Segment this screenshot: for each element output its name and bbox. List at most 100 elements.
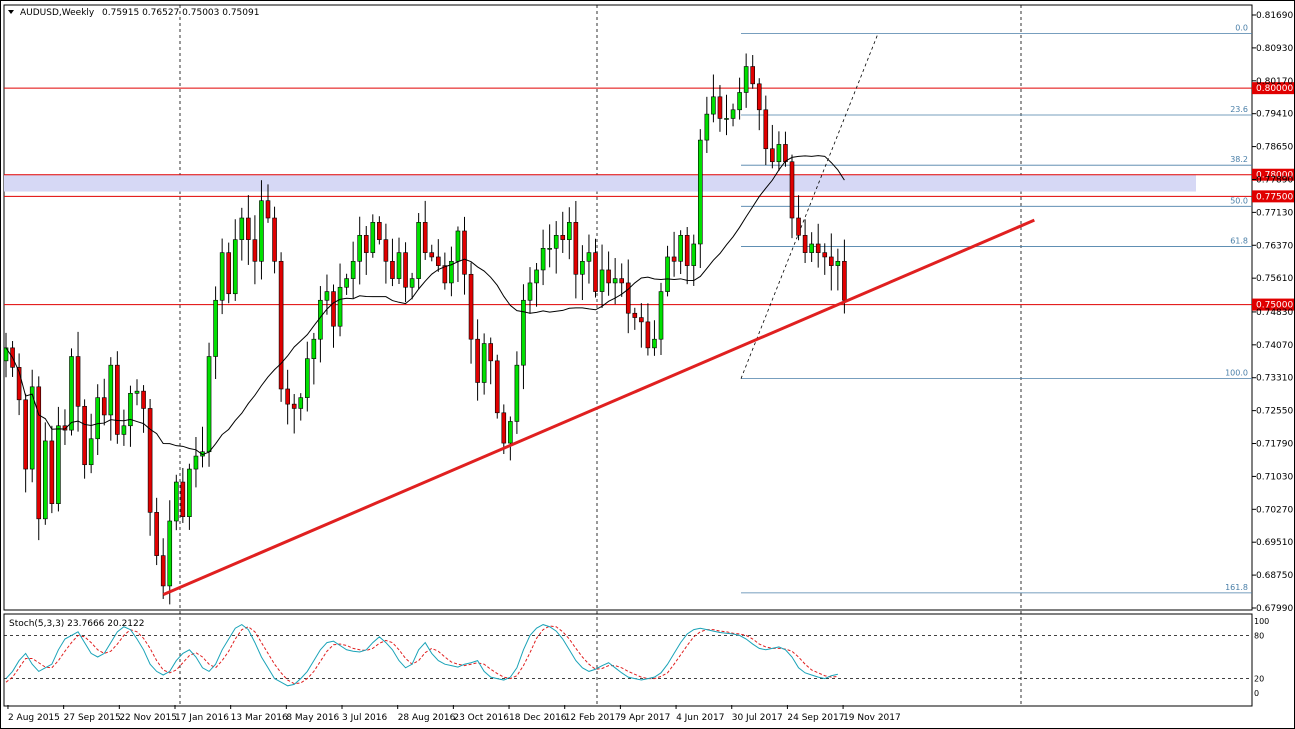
stoch-plot-border (3, 613, 1253, 707)
stoch-title: Stoch(5,3,3) 23.7666 20.2122 (9, 619, 144, 629)
vertical-grid-lines (179, 5, 1022, 706)
candle-bull (134, 390, 140, 394)
candle-bull (514, 364, 520, 422)
candle-bear (141, 390, 146, 409)
candle-bull (213, 299, 218, 357)
candle-bear (619, 278, 625, 284)
candle-bear (501, 412, 507, 444)
candle-bear (796, 217, 801, 236)
candle-bull (776, 144, 782, 163)
ohlc-values: 0.75915 0.76527 0.75003 0.75091 (102, 8, 259, 18)
y-tick-label: 0.67990 (1256, 604, 1293, 614)
candle-bull (219, 252, 225, 301)
fib-label: 50.0 (1230, 196, 1248, 205)
candle-bull (88, 438, 94, 466)
level-label: 0.77500 (1256, 192, 1293, 202)
stoch-signal-line (5, 625, 838, 685)
candle-bear (291, 403, 297, 409)
menu-triangle-icon[interactable] (8, 10, 14, 14)
candle-bear (62, 425, 68, 431)
candle-bull (534, 269, 539, 284)
y-tick-label: 0.75610 (1256, 274, 1293, 284)
x-tick-label: 28 Aug 2016 (398, 713, 456, 723)
candle-bull (481, 343, 487, 383)
candle-bear (75, 356, 81, 407)
candle-bear (403, 252, 408, 288)
candle-bear (756, 83, 762, 111)
candle-bear (606, 269, 611, 284)
stoch-level-label: 0 (1254, 689, 1259, 698)
candle-bull (809, 243, 814, 253)
x-tick-label: 12 Feb 2017 (565, 713, 621, 723)
candle-bear (390, 260, 395, 279)
x-tick-label: 3 Jul 2016 (342, 713, 387, 723)
y-tick-label: 0.80170 (1256, 77, 1293, 87)
x-tick-label: 22 Nov 2015 (119, 713, 177, 723)
x-tick-label: 23 Oct 2016 (453, 713, 509, 723)
candle-bull (298, 397, 304, 409)
candle-bull (167, 520, 173, 587)
candle-bear (278, 260, 284, 390)
y-tick-label: 0.68750 (1256, 571, 1293, 581)
candle-bull (449, 260, 454, 284)
candle-bear (750, 66, 756, 85)
stochastic-plot (3, 613, 1253, 707)
candle-bull (586, 252, 592, 262)
candle-bear (265, 200, 271, 219)
x-tick-label: 27 Sep 2015 (64, 713, 121, 723)
candle-bull (324, 291, 330, 301)
candle-bear (154, 512, 159, 556)
fib-label: 23.6 (1230, 105, 1248, 114)
y-tick-label: 0.74070 (1256, 341, 1293, 351)
candle-bull (42, 440, 48, 520)
candle-bear (789, 161, 795, 219)
candle-bear (252, 239, 258, 262)
ma-line (5, 155, 845, 456)
x-tick-label: 18 Dec 2016 (509, 713, 567, 723)
candle-bull (508, 421, 513, 444)
level-tag (1252, 168, 1294, 181)
x-tick-label: 19 Nov 2017 (843, 713, 901, 723)
candle-bear (684, 235, 690, 266)
candle-bull (174, 481, 179, 522)
y-tick-label: 0.79410 (1256, 110, 1293, 120)
candle-bear (828, 256, 834, 266)
stoch-level-label: 20 (1254, 675, 1264, 684)
candle-bull (128, 393, 133, 427)
candle-bull (665, 256, 670, 292)
candle-bear (442, 265, 448, 284)
candle-bear (763, 109, 769, 150)
candle-bull (724, 118, 729, 120)
fib-label: 100.0 (1225, 369, 1248, 378)
candle-bear (488, 343, 494, 362)
stochastic-lines: 100 80 20 0 (4, 617, 1269, 698)
candle-bull (697, 139, 703, 245)
candle-bear (331, 291, 336, 327)
stoch-level-label: 100 (1254, 617, 1269, 626)
fib-label: 61.8 (1230, 237, 1248, 246)
fib-swing-line (740, 33, 879, 379)
candle-bear (377, 222, 382, 240)
candle-bull (835, 260, 841, 266)
candle-bull (396, 252, 402, 279)
candle-bull (416, 222, 421, 279)
candle-bear (494, 360, 500, 414)
candle-bear (226, 252, 231, 295)
candle-bear (147, 408, 153, 513)
candle-bear (429, 252, 435, 258)
candle-bear (645, 321, 651, 349)
candle-bear (49, 440, 55, 504)
candle-bear (560, 235, 566, 240)
zone-rect (4, 174, 1196, 192)
y-tick-label: 0.72550 (1256, 407, 1293, 417)
candle-bull (580, 260, 585, 275)
candle-bull (187, 468, 192, 517)
candle-bear (383, 239, 389, 262)
candle-bear (468, 273, 474, 340)
y-tick-label: 0.71790 (1256, 440, 1293, 450)
candle-bear (363, 235, 369, 253)
candle-bear (462, 230, 467, 275)
candle-bull (29, 386, 35, 470)
